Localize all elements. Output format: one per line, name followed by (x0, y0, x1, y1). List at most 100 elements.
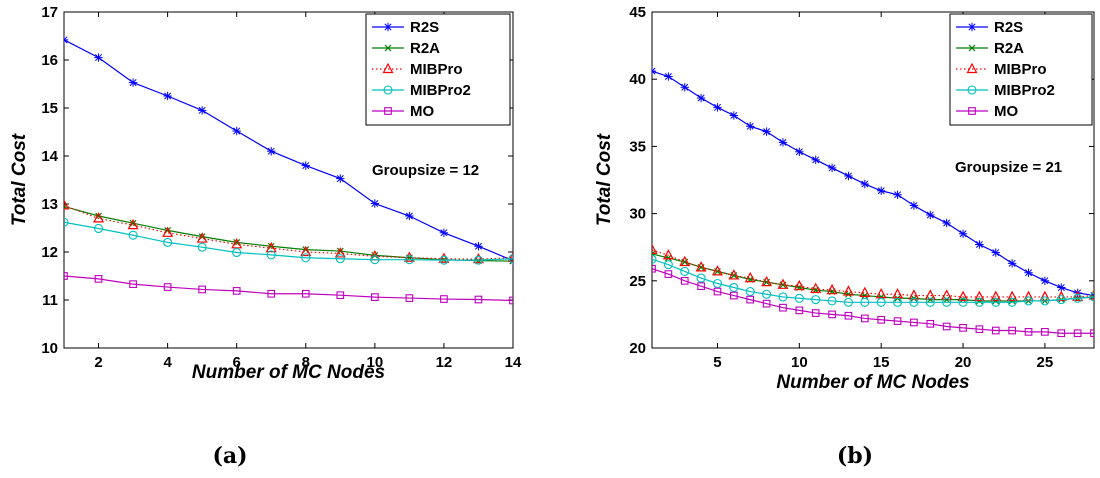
data-point (404, 255, 414, 265)
data-point (680, 276, 689, 285)
legend-box (365, 13, 511, 126)
data-point (652, 243, 658, 254)
data-point (197, 242, 207, 252)
data-point (652, 254, 657, 264)
legend-entry-label: R2S (410, 19, 439, 36)
data-point (233, 238, 241, 246)
data-point (1040, 276, 1050, 285)
data-point (473, 255, 484, 265)
legend: R2S R2A MIBPro MIBPro2 MO (949, 13, 1093, 126)
data-point (265, 241, 277, 253)
data-point (474, 242, 483, 251)
subfigure-caption: (b) (837, 443, 873, 469)
data-point (696, 273, 706, 283)
y-tick-label: 16 (41, 52, 58, 69)
data-point (231, 238, 243, 249)
data-point (909, 297, 919, 307)
x-tick-label: 10 (367, 354, 384, 371)
data-point (128, 230, 138, 240)
series-line (652, 268, 1094, 334)
x-tick-label: 2 (94, 354, 102, 371)
data-point (695, 261, 707, 272)
data-point (746, 295, 755, 304)
y-tick-label: 40 (629, 71, 646, 88)
data-point (959, 323, 967, 332)
data-point (746, 122, 755, 131)
data-point (439, 255, 449, 265)
data-point (811, 155, 820, 165)
legend-entry-label: R2A (994, 40, 1024, 57)
data-point (266, 250, 276, 260)
data-point (232, 287, 241, 295)
subfigure-caption: (a) (212, 443, 247, 469)
data-point (267, 289, 276, 298)
data-point (405, 294, 414, 302)
x-tick-label: 4 (163, 354, 172, 371)
data-point (941, 289, 953, 300)
legend-swatch-marker (968, 44, 976, 52)
legend-entry-label: MIBPro (410, 61, 463, 78)
y-tick-label: 10 (41, 340, 58, 357)
legend-swatch-marker (383, 22, 393, 32)
data-point (1024, 328, 1033, 336)
y-tick-label: 11 (42, 292, 58, 309)
data-point (405, 211, 414, 221)
legend-entry-label: MO (994, 103, 1018, 120)
data-point (1056, 295, 1066, 305)
data-point (129, 219, 137, 227)
x-tick-label: 8 (302, 354, 310, 371)
data-point (163, 237, 173, 247)
legend: R2S R2A MIBPro MIBPro2 MO (365, 13, 511, 126)
data-point (893, 190, 902, 199)
data-point (301, 253, 311, 263)
data-point (893, 297, 903, 307)
series-line (652, 249, 1094, 298)
data-point (842, 285, 854, 296)
data-point (893, 317, 902, 325)
data-point (128, 78, 138, 87)
x-tick-label: 5 (713, 354, 721, 371)
data-point (127, 218, 139, 230)
y-tick-label: 45 (629, 4, 646, 21)
data-point (924, 289, 936, 300)
data-point (197, 106, 207, 115)
data-point (991, 248, 1000, 257)
y-tick-label: 30 (629, 206, 646, 223)
series-r2s (652, 66, 1094, 300)
data-point (942, 297, 952, 307)
data-point (959, 296, 967, 304)
data-point (335, 254, 345, 264)
data-point (232, 126, 241, 136)
groupsize-annotation: Groupsize = 12 (372, 162, 479, 179)
data-point (94, 53, 103, 62)
data-point (370, 199, 380, 208)
data-point (975, 240, 984, 249)
data-point (1006, 290, 1018, 302)
data-point (761, 275, 773, 287)
data-point (909, 201, 919, 210)
y-tick-label: 14 (41, 148, 58, 165)
series-mibpro2 (64, 217, 513, 265)
data-point (778, 292, 788, 302)
data-point (860, 314, 869, 323)
data-point (1057, 283, 1066, 292)
data-point (712, 278, 723, 289)
data-point (745, 287, 755, 297)
data-point (777, 278, 789, 289)
legend-swatch-marker (382, 62, 394, 74)
data-point (370, 255, 380, 265)
data-point (267, 242, 275, 250)
data-point (762, 127, 771, 136)
data-point (910, 318, 918, 327)
data-point (925, 297, 935, 307)
data-point (958, 229, 968, 238)
x-tick-label: 20 (955, 354, 972, 371)
series-line (652, 258, 1094, 303)
data-point (744, 271, 756, 283)
legend-box (949, 13, 1093, 126)
data-point (844, 311, 853, 320)
data-point (1057, 329, 1066, 338)
data-point (196, 232, 208, 243)
data-point (762, 299, 771, 308)
